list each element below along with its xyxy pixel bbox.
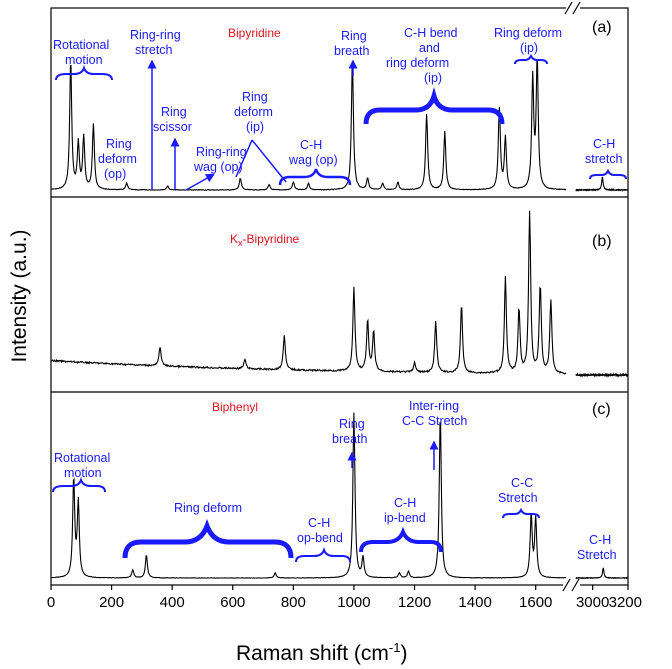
annot-interring: Inter-ring [409, 399, 459, 413]
annot-ring-deform-op-a: Ring [106, 137, 132, 151]
spectrum-line-panel-3-seg-1 [51, 412, 567, 579]
annot-rotational-a-2: motion [65, 53, 103, 67]
annot-ring-deform-op-a-2: deform [98, 152, 137, 166]
annot-ring-deform-ip-a2-2: (ip) [520, 41, 538, 55]
spectrum-line-panel-2-seg-2 [575, 372, 629, 378]
annot-ring-breath-c: Ring [339, 417, 365, 431]
annot-rotational-a: Rotational [53, 38, 109, 52]
panel-c-annotations: Rotational motion Ring deform C-H op-ben… [52, 399, 617, 563]
annot-ch-wag: C-H [300, 138, 322, 152]
x-tick-label: 1200 [398, 594, 431, 611]
annot-ring-scissor: Ring [161, 105, 187, 119]
annot-cc-stretch-c-2: Stretch [498, 491, 538, 505]
x-axis-ticks: 0 200 400 600 800 1000 1200 1400 1600 3000 3200 [47, 585, 642, 611]
x-tick-label: 3200 [609, 594, 642, 611]
panel-b-label-sub: x [238, 238, 243, 248]
annot-ring-ring-wag: Ring-ring [196, 145, 247, 159]
x-tick-label: 200 [99, 594, 124, 611]
axis-break-bottom [562, 578, 580, 592]
x-tick-label: 400 [160, 594, 185, 611]
panel-a-annotations: Rotational motion Ring deform (op) Ring-… [53, 26, 627, 191]
spectrum-line-panel-2-seg-1 [51, 210, 567, 375]
annot-ch-wag-2: wag (op) [288, 153, 338, 167]
panel-c-tag: (c) [592, 401, 611, 418]
annot-ch-bend-2: and [419, 41, 440, 55]
x-tick-label: 800 [281, 594, 306, 611]
panel-c-label: Biphenyl [212, 400, 258, 414]
annot-ring-ring-stretch-2: stretch [135, 43, 173, 57]
annot-ring-deform-c: Ring deform [174, 501, 242, 515]
annot-cc-stretch-c: C-C [511, 476, 533, 490]
annot-ch-stretch-a: C-H [593, 137, 615, 151]
annot-ring-deform-ip-a-2: deform [234, 105, 273, 119]
annot-ch-bend-3: ring deform [386, 56, 449, 70]
x-tick-label: 1000 [337, 594, 370, 611]
x-tick-label: 0 [47, 594, 55, 611]
spectrum-line-panel-1-seg-2 [575, 176, 629, 193]
spectrum-line-panel-1-seg-1 [51, 59, 567, 191]
panel-a-tag: (a) [592, 19, 612, 36]
axis-break-top [564, 1, 581, 15]
x-tick-label: 1600 [519, 594, 552, 611]
annot-ch-stretch-c-2: Stretch [577, 548, 617, 562]
x-tick-label: 600 [220, 594, 245, 611]
annot-ring-breath-c-2: breath [332, 432, 367, 446]
annot-ring-deform-op-a-3: (op) [104, 167, 126, 181]
x-tick-label: 1400 [458, 594, 491, 611]
annot-ring-deform-ip-a: Ring [242, 90, 268, 104]
plot-frame [50, 7, 629, 586]
annot-ring-deform-ip-a-3: (ip) [246, 120, 264, 134]
annot-ch-stretch-c: C-H [589, 533, 611, 547]
annot-interring-2: C-C Stretch [402, 414, 467, 428]
panel-b-label: Kx-Bipyridine [230, 232, 300, 248]
annot-rotational-c: Rotational [54, 451, 110, 465]
x-axis-title: Raman shift (cm-1) [236, 640, 407, 665]
annot-ch-ipbend-2: ip-bend [384, 511, 426, 525]
annot-rotational-c-2: motion [64, 466, 102, 480]
y-axis-title: Intensity (a.u.) [8, 229, 31, 362]
annot-ch-opbend: C-H [308, 516, 330, 530]
annot-ch-opbend-2: op-bend [297, 531, 343, 545]
axes-box [50, 7, 629, 586]
annot-ring-breath-a: Ring [341, 29, 367, 43]
annot-ring-deform-ip-a2: Ring deform [494, 26, 562, 40]
annot-ch-stretch-a-2: stretch [585, 152, 623, 166]
annot-ring-ring-stretch: Ring-ring [130, 28, 181, 42]
annot-ch-bend-4: (ip) [424, 71, 442, 85]
annot-ch-ipbend: C-H [394, 496, 416, 510]
annot-ring-ring-wag-2: wag (op) [193, 160, 243, 174]
spectrum-line-panel-3-seg-2 [575, 567, 629, 580]
x-tick-label: 3000 [576, 594, 609, 611]
panel-b-tag: (b) [592, 233, 612, 250]
spectra-lines [51, 59, 629, 580]
panel-a-label: Bipyridine [228, 26, 281, 40]
annot-ch-bend: C-H bend [404, 26, 458, 40]
annot-ring-breath-a-2: breath [334, 44, 369, 58]
annot-ring-scissor-2: scissor [153, 120, 192, 134]
